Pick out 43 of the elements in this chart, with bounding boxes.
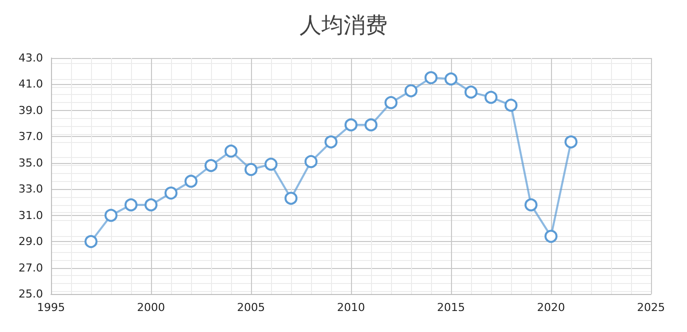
y-tick-label: 27.0: [18, 261, 43, 274]
point: [464, 86, 478, 99]
point: [544, 230, 558, 243]
point: [144, 198, 158, 212]
x-tick-label: 1995: [37, 301, 65, 314]
x-tick-label: 2000: [137, 301, 165, 314]
x-tick-label: 2015: [437, 301, 465, 314]
point: [244, 162, 258, 176]
x-tick-label: 2020: [537, 301, 565, 314]
x-tick-label: 2010: [337, 301, 365, 314]
point: [524, 198, 538, 212]
y-tick-label: 29.0: [18, 235, 43, 248]
y-tick-label: 31.0: [18, 208, 43, 222]
y-tick-label: 43.0: [18, 52, 43, 64]
y-tick-label: 37.0: [18, 130, 43, 144]
point: [324, 135, 338, 148]
point: [224, 144, 238, 158]
point: [284, 192, 298, 205]
point: [264, 158, 278, 171]
chart-title: 人均消费: [300, 14, 388, 38]
y-tick-label: 39.0: [18, 104, 43, 117]
point: [104, 208, 118, 222]
point: [304, 155, 318, 168]
point: [344, 118, 358, 132]
point: [184, 174, 198, 188]
point: [424, 71, 438, 84]
point: [484, 90, 498, 104]
point: [564, 135, 578, 148]
point: [504, 98, 518, 112]
point: [164, 186, 178, 200]
x-tick-label: 2005: [237, 301, 265, 314]
point: [364, 118, 378, 132]
point: [84, 235, 98, 248]
point: [404, 84, 418, 98]
point: [384, 96, 398, 110]
x-tick-label: 2025: [637, 301, 665, 314]
y-tick-label: 25.0: [18, 288, 43, 300]
y-tick-label: 35.0: [18, 156, 43, 170]
y-tick-label: 33.0: [18, 182, 43, 196]
y-tick-label: 41.0: [18, 78, 43, 91]
point: [124, 198, 138, 212]
point: [204, 159, 218, 172]
point: [444, 72, 458, 86]
